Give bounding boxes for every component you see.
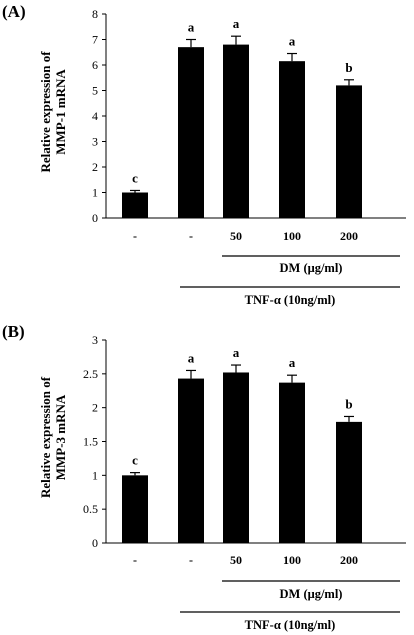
panel-b-label: (B) <box>2 322 25 341</box>
panel-b-y-tick-label: 2.5 <box>83 367 98 381</box>
panel-a-bar <box>223 44 249 218</box>
panel-a-y-axis-title: Relative expression of <box>38 51 53 173</box>
panel-b-y-tick-label: 1.5 <box>83 435 98 449</box>
panel-a-category-label: 200 <box>340 229 358 243</box>
panel-a-category-label: - <box>189 229 193 243</box>
panel-b-significance-letter: a <box>188 350 195 365</box>
panel-b-y-tick-label: 0.5 <box>83 502 98 516</box>
panel-a-significance-letter: a <box>233 16 240 31</box>
panel-a-y-tick-label: 5 <box>92 84 98 98</box>
panel-b-y-tick-label: 2 <box>92 401 98 415</box>
panel-b-y-tick-label: 1 <box>92 468 98 482</box>
panel-b-significance-letter: a <box>233 345 240 360</box>
panel-b-category-label: - <box>133 553 137 567</box>
panel-b-category-label: 100 <box>283 553 301 567</box>
panel-a-y-axis-title: MMP-1 mRNA <box>53 69 68 155</box>
panel-a-significance-letter: c <box>132 170 138 185</box>
panel-b-dm-label: DM (μg/ml) <box>280 587 343 601</box>
panel-b-category-label: 50 <box>230 553 242 567</box>
panel-b-significance-letter: c <box>132 453 138 468</box>
panel-a-bar <box>178 47 204 219</box>
panel-b-significance-letter: b <box>345 396 352 411</box>
panel-a-y-tick-label: 7 <box>92 33 98 47</box>
panel-b-category-label: - <box>189 553 193 567</box>
panel-a-tnf-label: TNF-α (10ng/ml) <box>245 293 336 307</box>
panel-a-category-label: 100 <box>283 229 301 243</box>
panel-a-significance-letter: a <box>188 20 195 35</box>
panel-b-y-axis-title: Relative expression of <box>38 376 53 498</box>
panel-b-category-label: 200 <box>340 553 358 567</box>
panel-b-y-tick-label: 3 <box>92 333 98 347</box>
panel-b-bar <box>336 421 362 543</box>
panel-a-significance-letter: a <box>289 34 296 49</box>
panel-b-bar <box>223 372 249 543</box>
panel-a-category-label: - <box>133 229 137 243</box>
panel-a-y-tick-label: 8 <box>92 7 98 21</box>
panel-b-bar <box>279 382 305 543</box>
panel-a-y-tick-label: 2 <box>92 160 98 174</box>
panel-a-bar <box>122 192 148 218</box>
panel-b-significance-letter: a <box>289 355 296 370</box>
panel-a-dm-label: DM (μg/ml) <box>280 261 343 275</box>
panel-a-category-label: 50 <box>230 229 242 243</box>
panel-a-y-tick-label: 4 <box>92 109 98 123</box>
panel-b-bar <box>178 378 204 543</box>
panel-a-label: (A) <box>2 2 26 21</box>
panel-b-y-tick-label: 0 <box>92 536 98 550</box>
panel-a-y-tick-label: 6 <box>92 58 98 72</box>
panel-b-tnf-label: TNF-α (10ng/ml) <box>245 618 336 632</box>
panel-b-y-axis-title: MMP-3 mRNA <box>53 394 68 480</box>
panel-a-y-tick-label: 0 <box>92 211 98 225</box>
panel-a-y-tick-label: 1 <box>92 186 98 200</box>
panel-a-y-tick-label: 3 <box>92 135 98 149</box>
panel-a-bar <box>336 85 362 219</box>
panel-b-bar <box>122 475 148 543</box>
panel-a-bar <box>279 61 305 218</box>
panel-a-significance-letter: b <box>345 60 352 75</box>
